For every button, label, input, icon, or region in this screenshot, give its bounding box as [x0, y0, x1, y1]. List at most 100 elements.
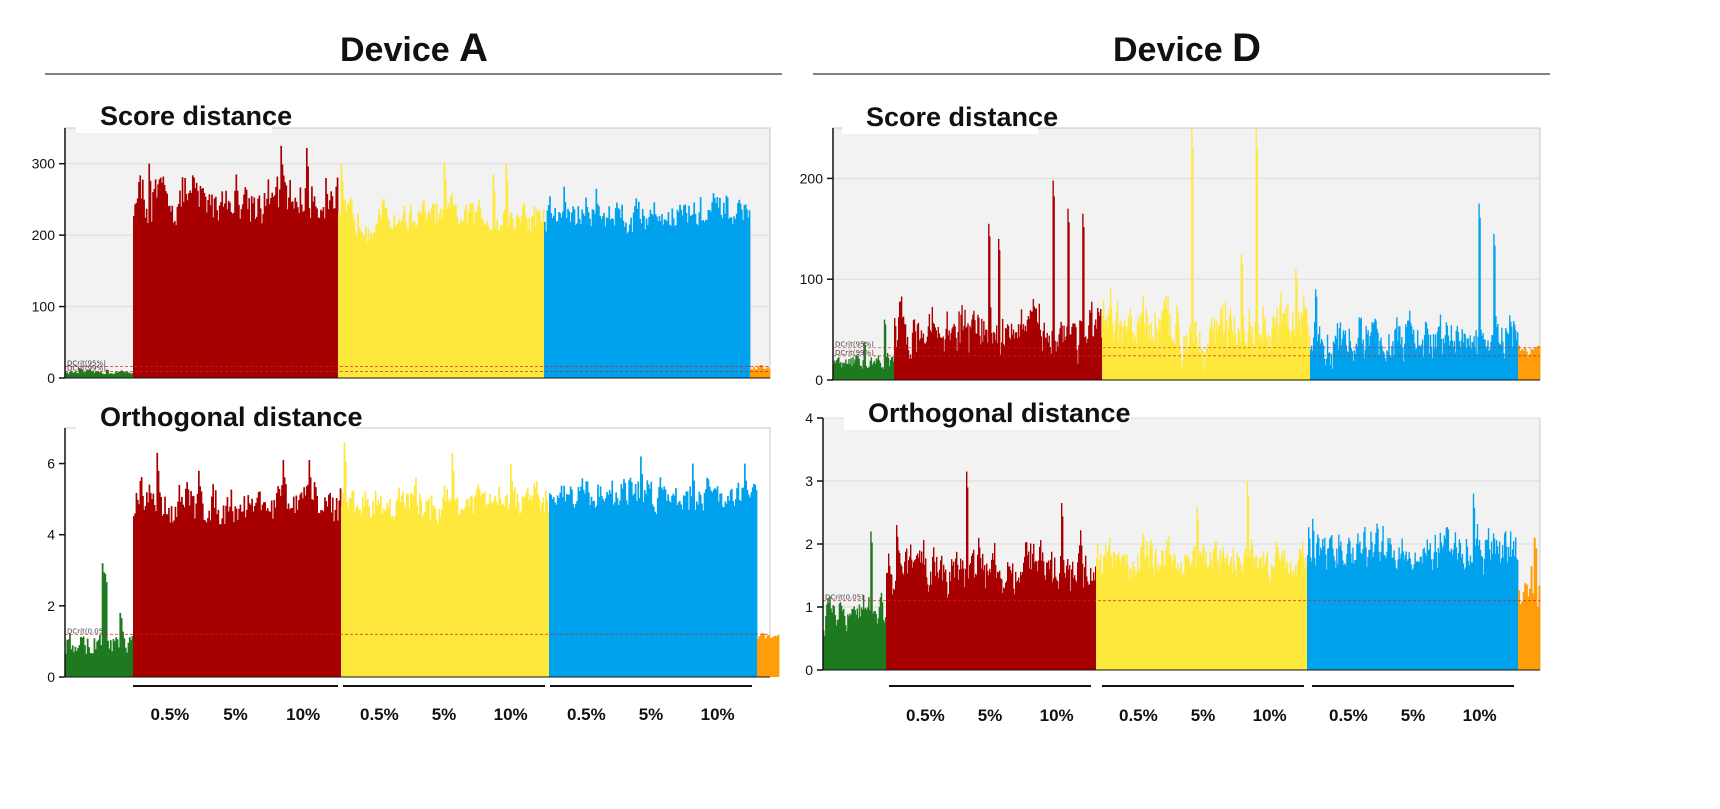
bar-blue — [1408, 552, 1410, 670]
bar-yellow — [1216, 333, 1219, 380]
bar-red — [201, 503, 204, 677]
bar-blue — [559, 492, 562, 677]
bar-yellow — [497, 504, 499, 677]
bar-blue — [549, 493, 551, 677]
bar-blue — [688, 205, 690, 378]
bar-red — [274, 507, 277, 677]
bar-red — [161, 182, 163, 378]
bar-red — [895, 580, 897, 670]
bar-red — [934, 561, 936, 670]
bar-red — [144, 505, 147, 677]
bar-red — [910, 358, 913, 380]
bar-yellow — [1100, 554, 1102, 670]
bar-blue — [1361, 343, 1363, 380]
bar-blue — [1449, 340, 1452, 380]
bar-red — [248, 198, 250, 378]
bar-red — [299, 494, 302, 677]
bar-red — [271, 192, 274, 378]
crit-label: DCrit(0.05) — [825, 594, 864, 602]
bar-blue — [580, 486, 582, 677]
bar-red — [939, 337, 941, 380]
bar-red — [1089, 309, 1091, 380]
bar-yellow — [1164, 565, 1166, 670]
bar-red — [1053, 578, 1055, 670]
bar-blue — [685, 212, 688, 378]
bar-yellow — [424, 211, 426, 378]
bar-blue — [646, 480, 649, 677]
bar-red — [203, 519, 205, 677]
bar-yellow — [1149, 341, 1151, 380]
bar-blue — [1383, 554, 1385, 670]
device-d-title-prefix: Device — [1113, 31, 1233, 69]
bar-yellow — [354, 231, 357, 378]
group-label: 0.5% — [1329, 706, 1368, 725]
bar-blue — [607, 218, 609, 378]
bar-yellow — [373, 513, 376, 677]
bar-yellow — [1268, 351, 1270, 380]
bar-yellow — [1220, 317, 1223, 380]
bar-yellow — [1185, 352, 1187, 380]
bar-yellow — [1279, 305, 1281, 380]
bar-blue — [1356, 543, 1358, 670]
bar-red — [961, 305, 963, 380]
bar-blue — [1340, 541, 1342, 670]
bar-yellow — [410, 204, 412, 378]
bar-blue — [1481, 557, 1484, 670]
bar-blue — [1455, 330, 1457, 380]
bar-yellow — [1106, 561, 1108, 670]
bar-blue — [1324, 537, 1326, 670]
bar-red — [931, 306, 934, 380]
bar-red — [919, 550, 921, 670]
bar-yellow — [419, 211, 421, 378]
bar-blue — [1344, 330, 1347, 380]
bar-blue — [1377, 332, 1379, 380]
bar-red — [1000, 578, 1002, 670]
bar-green — [870, 357, 873, 380]
bar-blue — [642, 501, 645, 677]
bar-blue — [553, 215, 555, 378]
bar-yellow — [542, 210, 545, 378]
bar-blue — [650, 481, 653, 677]
bar-blue — [649, 488, 651, 677]
bar-blue — [1398, 547, 1400, 670]
bar-yellow — [1172, 339, 1174, 380]
bar-blue — [1476, 524, 1479, 670]
bar-red — [172, 522, 174, 677]
bar-blue — [1477, 336, 1479, 380]
bar-red — [1003, 587, 1005, 670]
bar-yellow — [1184, 554, 1186, 670]
bar-yellow — [1198, 555, 1200, 670]
bar-red — [277, 486, 279, 677]
bar-blue — [1382, 350, 1384, 380]
bar-red — [312, 500, 315, 677]
bar-green — [67, 639, 70, 677]
bar-red — [183, 507, 186, 677]
bar-blue — [1428, 549, 1430, 670]
bar-yellow — [1225, 320, 1228, 380]
bar-yellow — [465, 499, 468, 677]
bar-blue — [582, 213, 585, 378]
bar-green — [77, 647, 79, 677]
bar-red — [1066, 565, 1068, 670]
bar-green — [103, 572, 105, 677]
bar-red — [212, 484, 214, 677]
bar-red — [981, 318, 983, 380]
bar-blue — [1346, 554, 1348, 670]
bar-yellow — [382, 508, 385, 677]
bar-blue — [721, 506, 724, 677]
bar-blue — [1417, 345, 1420, 380]
bar-yellow — [537, 494, 539, 677]
bar-red — [923, 539, 925, 670]
bar-yellow — [542, 497, 545, 677]
bar-red — [928, 591, 930, 670]
bar-orange — [1525, 584, 1528, 670]
bar-yellow — [1283, 550, 1286, 670]
bar-blue — [1386, 350, 1388, 380]
bar-blue — [701, 220, 703, 378]
bar-blue — [1374, 318, 1376, 380]
bar-red — [1004, 588, 1006, 670]
bar-red — [169, 522, 172, 677]
bar-red — [989, 236, 991, 380]
bar-yellow — [547, 511, 550, 677]
bar-red — [991, 559, 993, 670]
